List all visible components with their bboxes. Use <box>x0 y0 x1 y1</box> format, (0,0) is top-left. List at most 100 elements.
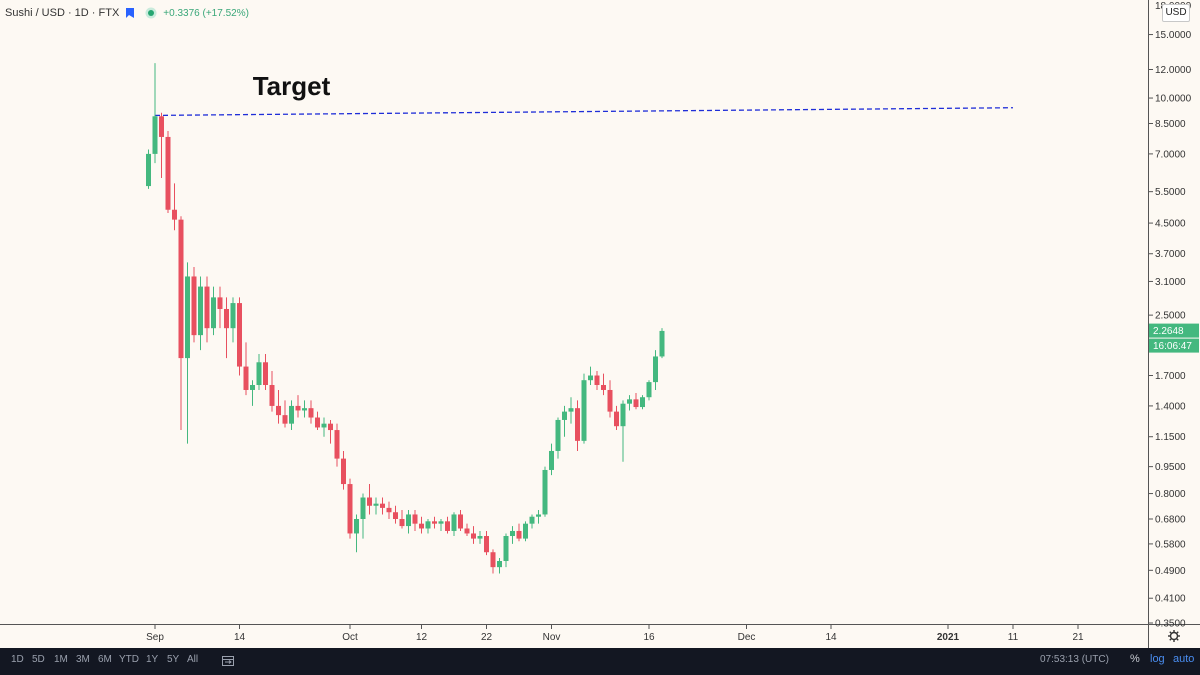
candle-body[interactable] <box>542 469 548 515</box>
timeframe-5d[interactable]: 5D <box>32 654 45 665</box>
candle-body[interactable] <box>451 514 457 531</box>
candle-body[interactable] <box>438 521 444 524</box>
candle-body[interactable] <box>191 276 197 336</box>
candle-body[interactable] <box>178 219 184 359</box>
percent-toggle[interactable]: % <box>1130 653 1140 665</box>
candle-body[interactable] <box>536 514 541 517</box>
candle-body[interactable] <box>289 405 294 424</box>
candle-body[interactable] <box>380 503 385 508</box>
candle-body[interactable] <box>575 408 580 441</box>
candle-body[interactable] <box>230 303 236 329</box>
candle-body[interactable] <box>243 366 249 390</box>
candle-body[interactable] <box>458 514 463 529</box>
auto-toggle[interactable]: auto <box>1173 653 1195 665</box>
candle-body[interactable] <box>152 116 158 154</box>
compare-range-icon[interactable] <box>221 654 235 668</box>
candle-body[interactable] <box>594 375 600 386</box>
log-toggle[interactable]: log <box>1150 653 1165 665</box>
candle-body[interactable] <box>432 521 437 524</box>
candle-body[interactable] <box>321 423 327 428</box>
candle-body[interactable] <box>607 389 613 412</box>
candle-body[interactable] <box>315 417 320 428</box>
gear-icon[interactable] <box>1168 630 1180 642</box>
candle-body[interactable] <box>276 405 281 416</box>
timeframe-1d[interactable]: 1D <box>11 654 24 665</box>
timeframe-5y[interactable]: 5Y <box>167 654 180 665</box>
candle-body[interactable] <box>367 497 372 506</box>
candle-body[interactable] <box>640 397 645 408</box>
candle-body[interactable] <box>659 330 665 357</box>
candle-body[interactable] <box>224 308 229 329</box>
target-line[interactable] <box>154 107 1014 117</box>
candle-body[interactable] <box>523 523 528 539</box>
candle-body[interactable] <box>497 561 502 568</box>
candle-body[interactable] <box>386 507 392 513</box>
candle-body[interactable] <box>263 362 268 386</box>
candle-body[interactable] <box>614 411 619 427</box>
candle-body[interactable] <box>633 399 639 408</box>
candle-body[interactable] <box>159 116 164 137</box>
candle-body[interactable] <box>217 297 223 309</box>
timeframe-ytd[interactable]: YTD <box>119 654 139 665</box>
price-chart[interactable]: 15.0000 12.0000 10.0000 8.5000 7.0000 5.5000 4… <box>0 0 1200 648</box>
candle-body[interactable] <box>393 512 398 519</box>
symbol-title[interactable]: Sushi / USD · 1D · FTX <box>5 7 120 19</box>
candle-body[interactable] <box>347 484 353 534</box>
candle-body[interactable] <box>464 528 470 534</box>
candle-body[interactable] <box>627 399 632 404</box>
candle-body[interactable] <box>328 423 333 431</box>
candle-body[interactable] <box>581 380 587 441</box>
timeframe-1y[interactable]: 1Y <box>146 654 159 665</box>
candle-body[interactable] <box>211 297 216 329</box>
candle-body[interactable] <box>341 458 346 485</box>
candle-body[interactable] <box>412 514 418 524</box>
candle-body[interactable] <box>568 408 574 412</box>
candle-body[interactable] <box>237 303 242 367</box>
candle-body[interactable] <box>198 286 203 336</box>
candle-body[interactable] <box>282 415 288 424</box>
candle-body[interactable] <box>646 382 652 398</box>
candle-body[interactable] <box>484 536 489 553</box>
candle-body[interactable] <box>269 385 275 406</box>
candle-body[interactable] <box>445 521 450 531</box>
candle-body[interactable] <box>354 518 359 534</box>
utc-clock[interactable]: 07:53:13 (UTC) <box>1040 654 1109 665</box>
candle-body[interactable] <box>295 405 301 411</box>
candle-body[interactable] <box>588 375 593 381</box>
candle-body[interactable] <box>653 356 658 383</box>
candle-body[interactable] <box>490 552 496 568</box>
candle-body[interactable] <box>204 286 210 329</box>
candle-body[interactable] <box>334 430 340 459</box>
candle-body[interactable] <box>399 518 405 527</box>
timeframe-all[interactable]: All <box>187 654 199 665</box>
candle-body[interactable] <box>503 536 509 562</box>
candle-body[interactable] <box>477 536 483 539</box>
candle-body[interactable] <box>425 521 431 529</box>
candle-body[interactable] <box>308 408 314 418</box>
timeframe-3m[interactable]: 3M <box>76 654 90 665</box>
candle-body[interactable] <box>302 408 307 411</box>
timeframe-6m[interactable]: 6M <box>98 654 112 665</box>
candle-body[interactable] <box>562 411 567 420</box>
candle-body[interactable] <box>601 385 606 390</box>
candle-body[interactable] <box>256 362 262 386</box>
candle-body[interactable] <box>146 153 151 187</box>
candle-body[interactable] <box>471 533 476 539</box>
candle-body[interactable] <box>529 516 535 524</box>
candle-body[interactable] <box>250 385 255 390</box>
candle-body[interactable] <box>360 497 366 519</box>
candle-body[interactable] <box>165 136 171 210</box>
candle-body[interactable] <box>516 530 522 539</box>
flag-icon[interactable] <box>125 8 135 18</box>
candle-body[interactable] <box>419 523 424 529</box>
candle-body[interactable] <box>406 514 411 527</box>
candle-body[interactable] <box>620 403 626 427</box>
candle-body[interactable] <box>555 419 561 451</box>
candle-body[interactable] <box>510 530 515 537</box>
candle-body[interactable] <box>172 209 177 220</box>
timeframe-1m[interactable]: 1M <box>54 654 68 665</box>
candle-body[interactable] <box>549 450 554 470</box>
candle-body[interactable] <box>373 503 379 506</box>
currency-button[interactable]: USD <box>1162 4 1190 22</box>
candle-body[interactable] <box>185 276 190 359</box>
